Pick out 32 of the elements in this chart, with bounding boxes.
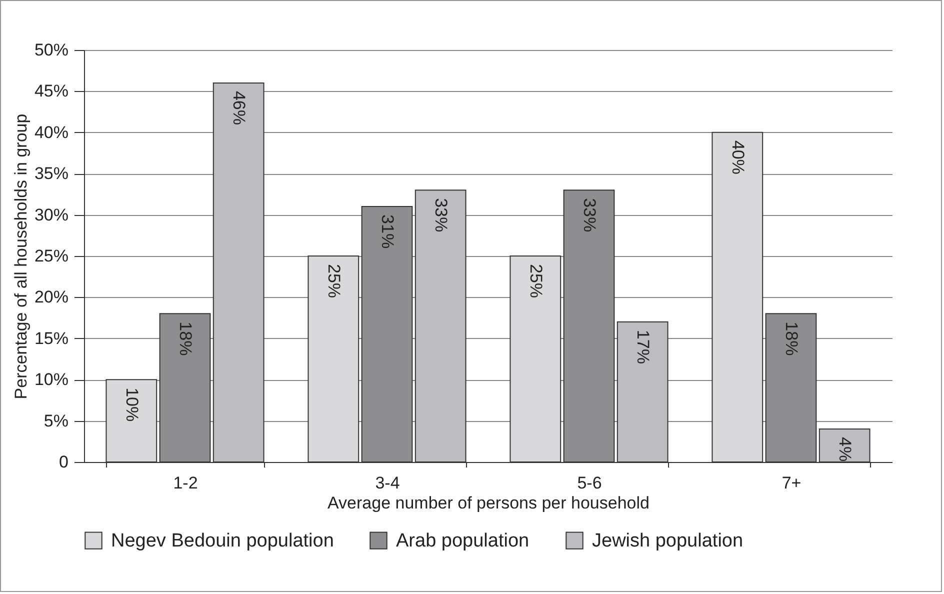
- x-tick-label: 3-4: [375, 474, 400, 492]
- data-label: 46%: [230, 90, 249, 125]
- x-tick-label: 1-2: [173, 474, 198, 492]
- data-label: 10%: [122, 388, 142, 422]
- y-tick-label: 40%: [34, 122, 68, 142]
- y-tick-label: 35%: [34, 164, 68, 184]
- legend-label: Arab population: [396, 530, 530, 552]
- legend-label: Negev Bedouin population: [111, 530, 334, 552]
- y-tick-label: 5%: [44, 411, 68, 430]
- data-label: 25%: [526, 264, 546, 298]
- data-label: 40%: [728, 140, 748, 174]
- y-tick-label: 30%: [34, 205, 68, 224]
- data-label: 33%: [432, 198, 451, 232]
- y-tick-label: 0: [59, 452, 68, 472]
- y-tick-label: 15%: [34, 328, 68, 348]
- y-tick-label: 45%: [34, 82, 68, 101]
- data-label: 25%: [324, 264, 344, 298]
- y-axis-title: Percentage of all households in group: [11, 114, 30, 400]
- y-tick-label: 50%: [34, 40, 68, 60]
- legend-label: Jewish population: [592, 530, 744, 552]
- data-label: 17%: [634, 330, 653, 364]
- x-tick-label: 7+: [782, 474, 802, 492]
- x-tick-label: 5-6: [577, 474, 602, 492]
- data-label: 33%: [580, 198, 599, 232]
- x-axis-title: Average number of persons per household: [328, 494, 650, 512]
- data-label: 31%: [378, 214, 397, 249]
- data-label: 18%: [782, 322, 801, 356]
- y-tick-label: 10%: [34, 370, 68, 390]
- y-tick-label: 25%: [34, 246, 68, 266]
- y-tick-label: 20%: [34, 288, 68, 307]
- data-label: 4%: [836, 437, 855, 462]
- data-label: 18%: [176, 322, 195, 356]
